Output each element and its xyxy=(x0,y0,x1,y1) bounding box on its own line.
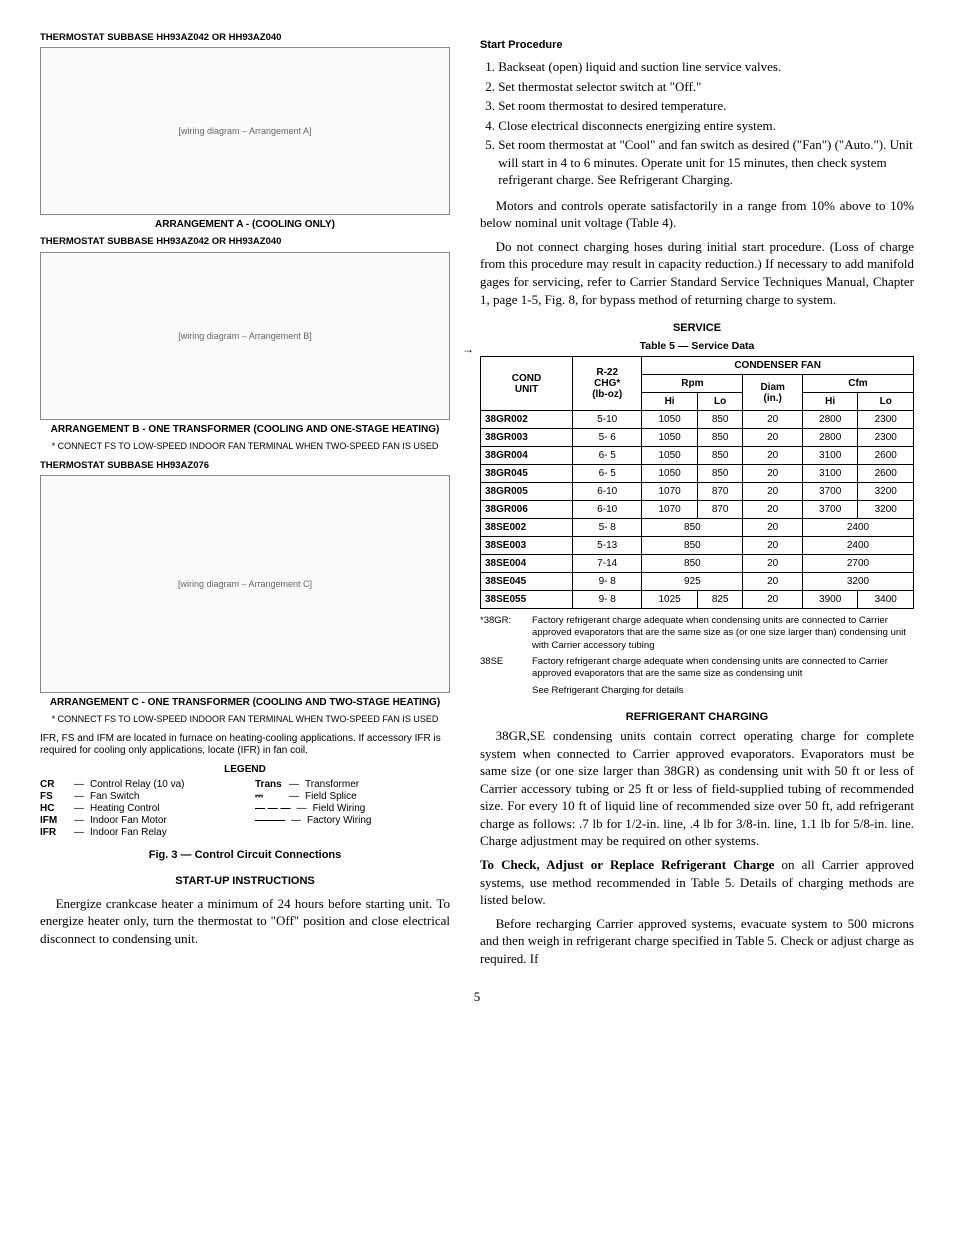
service-heading: SERVICE xyxy=(480,322,914,334)
refrigerant-para-3: Before recharging Carrier approved syste… xyxy=(480,915,914,968)
figure-caption: Fig. 3 — Control Circuit Connections xyxy=(40,849,450,861)
right-column: Start Procedure Backseat (open) liquid a… xyxy=(480,30,914,973)
legend-item: — — ——Field Wiring xyxy=(255,803,450,814)
table-row: 38GR0056-1010708702037003200 xyxy=(481,483,914,501)
ifr-note: IFR, FS and IFM are located in furnace o… xyxy=(40,733,450,758)
diagram-c-note: * CONNECT FS TO LOW-SPEED INDOOR FAN TER… xyxy=(40,714,450,725)
table-row: 38SE0559- 810258252039003400 xyxy=(481,591,914,609)
arrow-icon: → xyxy=(462,342,474,357)
refrigerant-para-2: To Check, Adjust or Replace Refrigerant … xyxy=(480,856,914,909)
table-row: 38SE0025- 8850202400 xyxy=(481,519,914,537)
legend-item: ————Factory Wiring xyxy=(255,815,450,826)
legend-item: HC—Heating Control xyxy=(40,803,235,814)
legend-item: ⎓—Field Splice xyxy=(255,791,450,802)
diagram-c-caption: ARRANGEMENT C - ONE TRANSFORMER (COOLING… xyxy=(40,697,450,708)
step-item: Set room thermostat at "Cool" and fan sw… xyxy=(498,136,914,189)
table-note-1: *38GR: Factory refrigerant charge adequa… xyxy=(480,615,914,652)
step-item: Backseat (open) liquid and suction line … xyxy=(498,58,914,76)
diagram-b: [wiring diagram – Arrangement B] xyxy=(40,252,450,420)
table-row: 38GR0066-1010708702037003200 xyxy=(481,501,914,519)
legend-item: CR—Control Relay (10 va) xyxy=(40,779,235,790)
page-number: 5 xyxy=(40,989,914,1005)
table-row: 38GR0025-1010508502028002300 xyxy=(481,411,914,429)
service-data-table: CONDUNIT R-22CHG*(lb-oz) CONDENSER FAN R… xyxy=(480,356,914,609)
refrigerant-para-1: 38GR,SE condensing units contain correct… xyxy=(480,727,914,850)
startup-paragraph: Energize crankcase heater a minimum of 2… xyxy=(40,895,450,948)
startup-heading: START-UP INSTRUCTIONS xyxy=(40,875,450,887)
step-item: Close electrical disconnects energizing … xyxy=(498,117,914,135)
diagram-b-note: * CONNECT FS TO LOW-SPEED INDOOR FAN TER… xyxy=(40,441,450,452)
table-row: 38GR0456- 510508502031002600 xyxy=(481,465,914,483)
legend-title: LEGEND xyxy=(40,764,450,775)
start-procedure-heading: Start Procedure xyxy=(480,39,563,51)
table-row: 38SE0459- 8925203200 xyxy=(481,573,914,591)
diagram-a-caption: ARRANGEMENT A - (COOLING ONLY) xyxy=(40,219,450,230)
table-row: 38GR0035- 610508502028002300 xyxy=(481,429,914,447)
legend-item: IFR—Indoor Fan Relay xyxy=(40,827,235,838)
motors-paragraph: Motors and controls operate satisfactori… xyxy=(480,197,914,232)
table-row: 38GR0046- 510508502031002600 xyxy=(481,447,914,465)
step-item: Set thermostat selector switch at "Off." xyxy=(498,78,914,96)
refrigerant-heading: REFRIGERANT CHARGING xyxy=(480,711,914,723)
diagram-a-label: THERMOSTAT SUBBASE HH93AZ042 OR HH93AZ04… xyxy=(40,32,450,43)
table-note-3: See Refrigerant Charging for details xyxy=(480,685,914,697)
step-item: Set room thermostat to desired temperatu… xyxy=(498,97,914,115)
diagram-a: [wiring diagram – Arrangement A] xyxy=(40,47,450,215)
table-note-2: 38SE Factory refrigerant charge adequate… xyxy=(480,656,914,681)
diagram-b-label: THERMOSTAT SUBBASE HH93AZ042 OR HH93AZ04… xyxy=(40,236,450,247)
left-column: THERMOSTAT SUBBASE HH93AZ042 OR HH93AZ04… xyxy=(40,30,450,973)
legend-item: Trans—Transformer xyxy=(255,779,450,790)
table-row: 38SE0047-14850202700 xyxy=(481,555,914,573)
legend-item: IFM—Indoor Fan Motor xyxy=(40,815,235,826)
diagram-b-caption: ARRANGEMENT B - ONE TRANSFORMER (COOLING… xyxy=(40,424,450,435)
hose-paragraph: Do not connect charging hoses during ini… xyxy=(480,238,914,308)
diagram-c: [wiring diagram – Arrangement C] xyxy=(40,475,450,693)
diagram-c-label: THERMOSTAT SUBBASE HH93AZ076 xyxy=(40,460,450,471)
legend: CR—Control Relay (10 va)FS—Fan SwitchHC—… xyxy=(40,779,450,839)
legend-item: FS—Fan Switch xyxy=(40,791,235,802)
start-procedure-steps: Backseat (open) liquid and suction line … xyxy=(480,58,914,189)
table-caption: Table 5 — Service Data xyxy=(480,340,914,352)
table-row: 38SE0035-13850202400 xyxy=(481,537,914,555)
